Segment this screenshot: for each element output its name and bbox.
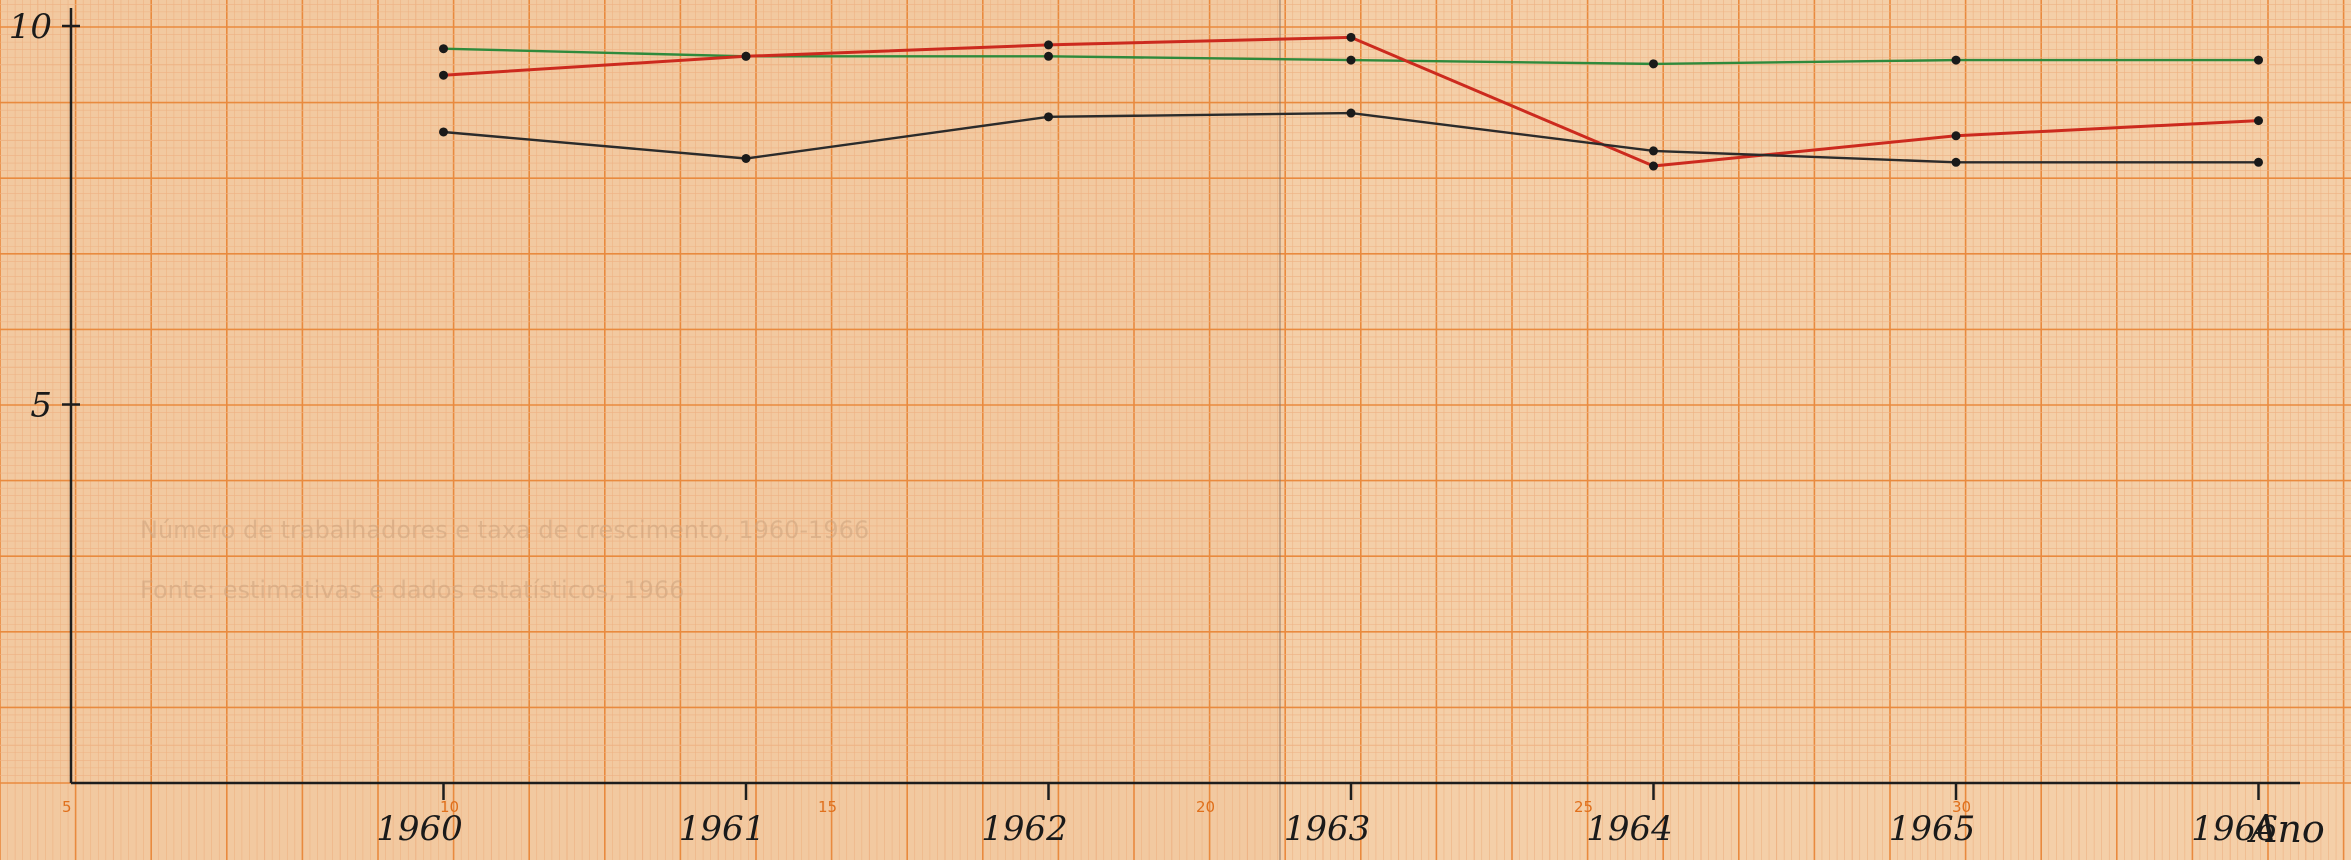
series-1-point [1346,55,1356,65]
paper-scale-numbers: 5 10 15 20 25 30 [62,798,1971,816]
series-1-point [1649,59,1658,69]
paper-number-15: 15 [818,798,837,816]
series-1-point [1951,55,1961,65]
series-2-point [1044,40,1053,50]
series-3-point [1346,108,1356,118]
x-axis-title: Ano [2247,807,2325,851]
paper-number-30: 30 [1952,798,1971,816]
y-tick-label: 10 [9,7,52,47]
ghost-text-line-2: Fonte: estimativas e dados estatísticos,… [140,576,684,604]
series-1-point [2254,55,2263,65]
x-tick-label: 1963 [1284,809,1371,849]
paper-number-25: 25 [1574,798,1593,816]
x-tick-label: 1964 [1586,809,1673,849]
series-3-point [1649,146,1658,156]
series-3-point [741,153,751,163]
x-tick-label: 1960 [376,809,463,849]
series-3-point [439,127,448,137]
series-2-point [1951,131,1961,141]
series-1-point [439,44,448,54]
series-1-point [1044,51,1053,61]
series-2-point [741,51,751,61]
series-3-point [1044,112,1053,122]
series-2-point [1649,161,1658,171]
x-tick-label: 1966 [2191,809,2278,849]
series-2-point [439,70,448,80]
y-tick-label: 5 [30,386,52,426]
x-tick-label: 1965 [1889,809,1976,849]
series-3-point [2254,157,2263,167]
x-tick-label: 1962 [981,809,1068,849]
ghost-text-line-1: Número de trabalhadores e taxa de cresci… [140,516,869,544]
x-axis-ticks: 1960 1961 1962 1963 1964 1965 1966 [376,783,2278,849]
series-3-point [1951,157,1961,167]
paper-number-20: 20 [1196,798,1215,816]
paper-right-panel [1280,0,2351,860]
ghost-show-through-text: Número de trabalhadores e taxa de cresci… [140,516,869,604]
x-tick-label: 1961 [679,809,766,849]
series-layer [439,32,2263,171]
paper-number-5: 5 [62,798,72,816]
series-2-point [1346,32,1356,42]
series-2-point [2254,116,2263,126]
y-axis-ticks: 10 5 [9,7,80,426]
paper-number-10: 10 [440,798,459,816]
